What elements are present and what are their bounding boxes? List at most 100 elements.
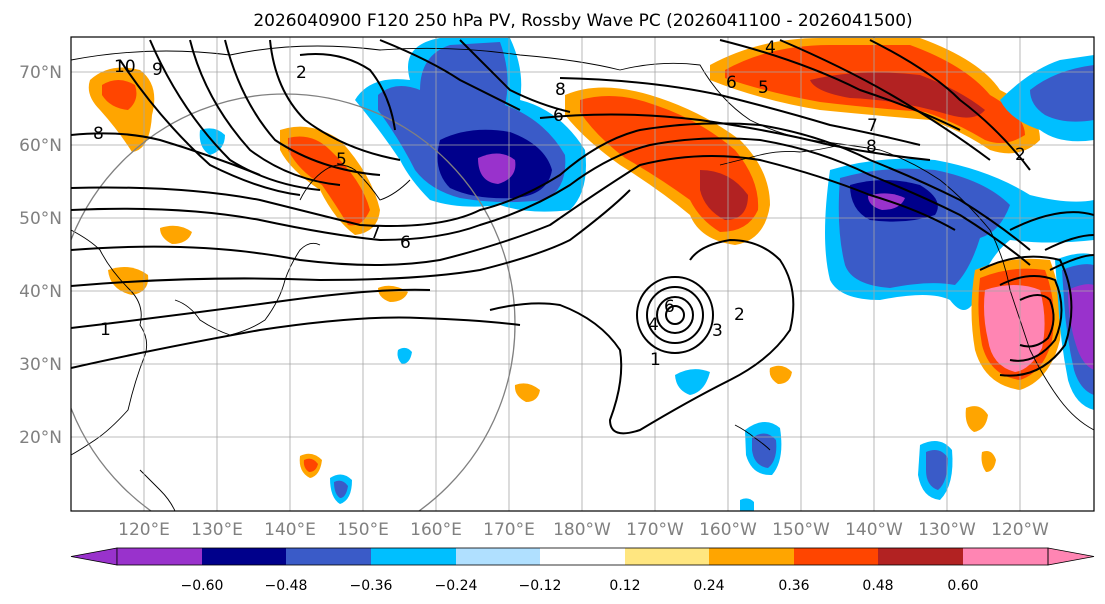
contour-line <box>224 39 381 176</box>
anomaly-negative <box>1068 284 1094 370</box>
anomaly-negative <box>675 369 710 395</box>
colorbar-extend-min <box>70 547 118 566</box>
anomaly-positive <box>303 458 318 472</box>
map-panel: 10 9 2 8 8 6 4 5 6 5 7 6 7 8 1 6 4 3 2 1 <box>70 36 1095 512</box>
contour-label: 8 <box>555 80 566 100</box>
colorbar-tick-label: −0.36 <box>350 578 393 594</box>
contour-line <box>269 39 401 161</box>
cutoff-low-contour <box>665 305 685 325</box>
plot-title: 2026040900 F120 250 hPa PV, Rossby Wave … <box>253 11 912 31</box>
anomaly-positive <box>514 383 540 402</box>
lon-label: 160°W <box>699 520 757 540</box>
anomaly-positive <box>984 285 1045 372</box>
contour-line <box>119 59 301 196</box>
colorbar-swatch <box>456 548 540 565</box>
anomaly-negative <box>1030 65 1094 122</box>
colorbar-tick-label: 0.36 <box>778 578 809 594</box>
lon-label: 120°W <box>991 520 1049 540</box>
lat-label: 40°N <box>19 282 62 302</box>
contour-line <box>779 39 991 161</box>
colorbar-tick-label: 0.12 <box>609 578 640 594</box>
contour-line <box>869 39 1031 171</box>
contour-line <box>71 189 631 287</box>
contour-line <box>1009 211 1094 231</box>
anomaly-negative <box>926 450 948 490</box>
lat-label: 20°N <box>19 428 62 448</box>
colorbar-swatch <box>878 548 963 565</box>
lon-label: 170°W <box>626 520 684 540</box>
contour-label: 7 <box>867 116 878 136</box>
contour-line <box>299 53 396 131</box>
colorbar-swatch <box>202 548 286 565</box>
contour-label: 5 <box>758 78 769 98</box>
contour-line <box>999 275 1063 362</box>
anomaly-negative <box>478 153 516 184</box>
lon-label: 140°W <box>845 520 903 540</box>
contour-line <box>71 137 1031 266</box>
colorbar-swatch <box>794 548 878 565</box>
coastline-aleutians <box>719 144 841 166</box>
contour-line <box>71 132 261 176</box>
pv-contours <box>71 39 1094 435</box>
colorbar-swatch <box>117 548 202 565</box>
contour-line <box>719 39 961 131</box>
colorbar-swatch <box>286 548 371 565</box>
contour-labels: 10 9 2 8 8 6 4 5 6 5 7 6 7 8 1 6 4 3 2 1 <box>93 38 1026 370</box>
colorbar-swatch <box>709 548 794 565</box>
contour-label: 7 <box>370 223 381 243</box>
contour-label: 8 <box>93 124 104 144</box>
coastline-korea-japan <box>174 242 321 336</box>
contour-label: 6 <box>553 106 564 126</box>
colorbar-swatches <box>70 547 1095 566</box>
cutoff-low-contour <box>656 296 694 334</box>
lon-label: 160°E <box>410 520 462 540</box>
longitude-labels: 120°E 130°E 140°E 150°E 160°E 170°E 180°… <box>118 520 1049 540</box>
colorbar-swatch <box>963 548 1048 565</box>
contour-label: 4 <box>765 38 776 58</box>
lon-label: 180°W <box>553 520 611 540</box>
anomaly-negative <box>740 498 754 511</box>
contour-line <box>189 39 341 186</box>
contour-label: 10 <box>114 57 136 77</box>
contour-label: 3 <box>712 321 723 341</box>
colorbar: −0.60 −0.48 −0.36 −0.24 −0.12 0.12 0.24 … <box>70 547 1095 594</box>
colorbar-swatch <box>625 548 709 565</box>
contour-line <box>71 316 521 369</box>
contour-label: 2 <box>296 63 307 83</box>
contour-label: 2 <box>734 305 745 325</box>
lat-label: 30°N <box>19 355 62 375</box>
contour-label: 1 <box>650 350 661 370</box>
contour-line <box>149 39 321 191</box>
anomaly-positive <box>965 406 988 432</box>
contour-line <box>71 122 1031 251</box>
contour-line <box>539 113 931 161</box>
colorbar-tick-label: −0.24 <box>435 578 478 594</box>
anomaly-positive <box>160 225 192 244</box>
anomaly-negative <box>334 480 348 498</box>
contour-line <box>379 39 521 111</box>
contour-line <box>1019 294 1055 348</box>
lon-label: 140°E <box>264 520 316 540</box>
colorbar-tick-label: 0.24 <box>693 578 724 594</box>
contour-line <box>71 288 431 329</box>
anomaly-positive <box>769 365 792 384</box>
colorbar-swatch <box>540 548 625 565</box>
coastline-kamchatka <box>299 164 411 201</box>
contour-line <box>489 238 795 435</box>
coastline-hawaii <box>734 424 771 451</box>
lon-label: 130°E <box>191 520 243 540</box>
map-frame <box>70 36 1095 512</box>
contour-label: 8 <box>866 137 877 157</box>
anomaly-negative <box>752 433 777 468</box>
coastline-philippines <box>139 469 176 511</box>
colorbar-swatch <box>371 548 456 565</box>
gridlines <box>71 37 1094 511</box>
contour-label: 6 <box>726 73 737 93</box>
anomaly-positive <box>810 72 985 118</box>
contour-line <box>71 155 956 266</box>
lon-label: 120°E <box>118 520 170 540</box>
anomaly-negative <box>397 347 412 364</box>
coastline-alaska <box>619 62 1094 431</box>
coastline-siberia <box>71 45 621 71</box>
